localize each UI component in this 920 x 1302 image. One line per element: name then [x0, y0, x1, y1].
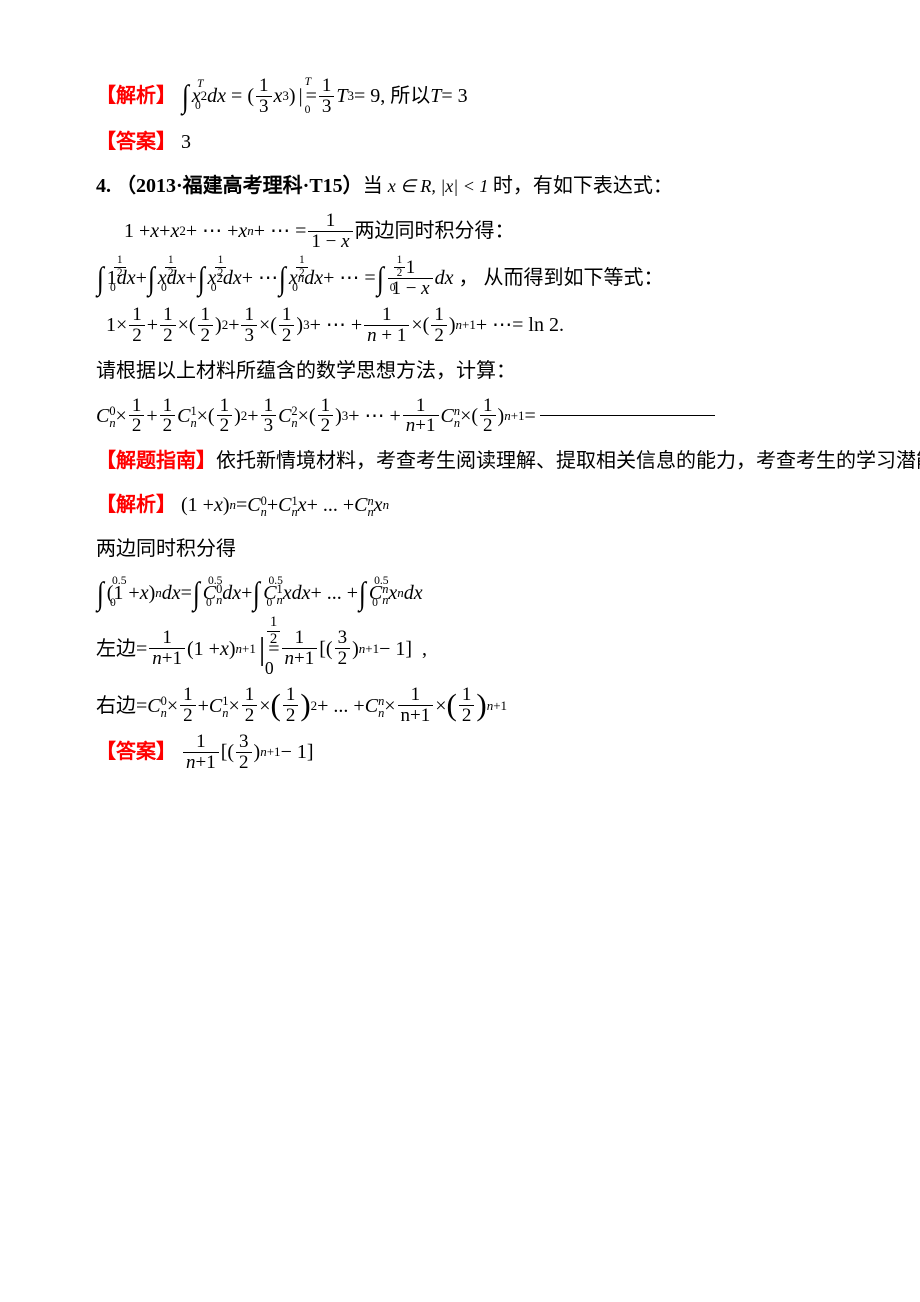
q4-analysis: 【解析】 (1 + x)n = C0n + C1nx + ... + Cnnxn	[96, 486, 920, 524]
q4-right-side: 右边 = C0n×12 + C1n×12×(12)2 + ... + Cnn×1…	[96, 685, 920, 726]
q4-left-side: 左边 = 1n+1 (1 + x)n+1 |120 = 1n+1 [(32)n+…	[96, 618, 920, 679]
label-hint: 【解题指南】	[96, 450, 216, 472]
q4-cond: x ∈ R, |x| < 1	[388, 176, 493, 196]
q4-instruction: 请根据以上材料所蕴含的数学思想方法，计算：	[96, 352, 920, 390]
label-answer-1: 【答案】	[96, 131, 176, 153]
block1-analysis: 【解析】 ∫ T 0 x2dx = (13x3) |T0 = 13T3 = 9,…	[96, 76, 920, 117]
q4-eq2: ∫120 1dx + ∫120 xdx + ∫120 x2dx + ⋯ ∫120…	[96, 258, 920, 299]
q4-eq1: 1 + x + x2 + ⋯ + xn + ⋯ = 11 − x 两边同时积分得…	[96, 211, 920, 252]
q4-source: （2013·福建高考理科·T15）	[116, 175, 363, 197]
q4-number: 4.	[96, 175, 116, 197]
label-analysis-2: 【解析】	[96, 486, 176, 524]
q4-trail: 时，有如下表达式：	[493, 175, 673, 197]
q4-hint: 【解题指南】依托新情境材料，考查考生阅读理解、提取相关信息的能力，考查考生的学习…	[96, 442, 920, 480]
q4-eq3: 1×12 + 12×(12)2 + 13×(12)3 + ⋯ + 1n + 1×…	[96, 305, 920, 346]
q4-eq1-suffix: 两边同时积分得：	[355, 212, 515, 250]
q4-hint-text: 依托新情境材料，考查考生阅读理解、提取相关信息的能力，考查考生的学习潜能；	[216, 450, 920, 472]
q4-integrated-eq: ∫0.50 (1 + x)n dx = ∫0.50 C0ndx + ∫0.50 …	[96, 574, 920, 612]
answer-1-value: 3	[181, 131, 191, 153]
right-label: 右边	[96, 687, 136, 725]
label-answer-2: 【答案】	[96, 733, 176, 771]
q4-lead: 当	[363, 175, 383, 197]
label-analysis-1: 【解析】	[96, 77, 176, 115]
q4-both-integrate: 两边同时积分得	[96, 530, 920, 568]
q4-eq2-suffix: 从而得到如下等式：	[484, 259, 664, 297]
q4-blank-expr: C0n×12 + 12C1n×(12)2 + 13C2n×(12)3 + ⋯ +…	[96, 396, 920, 437]
fill-blank[interactable]	[540, 415, 715, 416]
integral-1: ∫ T 0	[181, 77, 190, 115]
block1-answer: 【答案】 3	[96, 123, 920, 161]
q4-eq3-end: = ln 2.	[512, 306, 564, 344]
q4-stem: 4. （2013·福建高考理科·T15）当 x ∈ R, |x| < 1 时，有…	[96, 167, 920, 205]
q4-final-answer: 【答案】 1n+1 [(32)n+1 − 1]	[96, 732, 920, 773]
left-label: 左边	[96, 630, 136, 668]
